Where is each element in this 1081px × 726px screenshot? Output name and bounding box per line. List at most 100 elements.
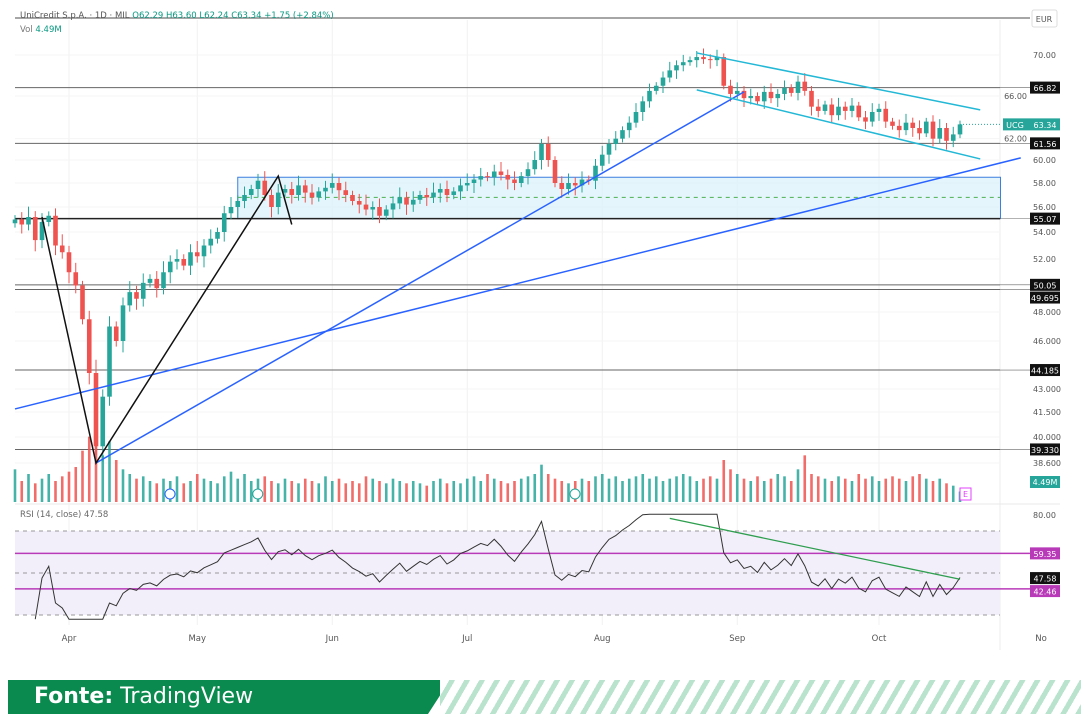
volume-bar (330, 481, 334, 502)
candle-body (19, 219, 25, 225)
candle-body (86, 319, 92, 373)
event-marker (164, 488, 176, 500)
volume-bar (74, 467, 78, 502)
rsi-value: 47.58 (83, 510, 109, 520)
volume-bar (263, 476, 267, 502)
volume-bar (931, 481, 935, 502)
volume-bar (236, 478, 240, 502)
volume-bar (148, 481, 152, 502)
volume-bar (357, 483, 361, 502)
candle-body (350, 195, 355, 201)
volume-bar (405, 483, 408, 502)
candle-body (741, 90, 747, 99)
volume-bar (162, 478, 165, 502)
candle-body (714, 57, 720, 61)
candle-body (167, 261, 173, 273)
candle-body (66, 252, 72, 273)
volume-bar (769, 478, 773, 502)
candle-body (269, 195, 274, 207)
volume-bar (438, 478, 442, 502)
rsi-value-label: 47.58 (1034, 575, 1057, 584)
candle-body (694, 57, 700, 61)
candle-body (46, 215, 52, 222)
volume-bar (249, 481, 253, 502)
candle-body (127, 292, 133, 306)
volume-label: Vol (20, 25, 33, 35)
volume-bar (810, 474, 813, 502)
volume-bar (310, 481, 314, 502)
event-marker (252, 488, 264, 500)
volume-bar (398, 481, 402, 502)
level-price-label: 39.330 (1031, 446, 1059, 455)
volume-value: 4.49M (35, 25, 62, 35)
rsi-band-label: 59.35 (1034, 550, 1057, 559)
volume-bar (803, 455, 807, 502)
candle-body (228, 207, 234, 214)
candle-body (282, 189, 288, 193)
candle-body (512, 179, 517, 183)
candle-body (667, 70, 673, 78)
candle-body (707, 59, 713, 61)
volume-bar (155, 483, 159, 502)
candle-body (343, 190, 349, 195)
x-tick-label: No (1035, 634, 1047, 644)
candle-body (842, 106, 848, 111)
candle-body (539, 144, 544, 160)
volume-bar (114, 460, 118, 502)
candle-body (721, 57, 727, 86)
candle-body (424, 195, 430, 198)
volume-bar (411, 481, 415, 502)
channel-top-line (696, 52, 981, 111)
volume-bar (243, 474, 246, 502)
volume-bar (425, 485, 429, 502)
candle-body (464, 183, 470, 186)
y-tick-label: 60.00 (1033, 156, 1056, 165)
rsi-line (34, 513, 961, 620)
candle-body (309, 192, 315, 198)
volume-bar (877, 481, 881, 502)
volume-bar (546, 474, 550, 502)
volume-bar (141, 476, 145, 502)
volume-bar (789, 481, 793, 502)
candle-body (73, 272, 79, 286)
candle-body (471, 179, 477, 183)
candle-body (883, 108, 889, 122)
volume-bar (938, 478, 942, 502)
candle-body (761, 91, 767, 102)
candle-body (815, 106, 821, 111)
decorative-stripes (440, 680, 1081, 714)
channel-bottom-line (696, 89, 981, 160)
candle-body (775, 93, 781, 99)
volume-bar (270, 481, 273, 502)
candle-body (876, 108, 882, 112)
y-tick-label: 56.00 (1033, 203, 1056, 212)
candle-body (397, 197, 403, 204)
candle-body (917, 128, 922, 134)
volume-bar (27, 474, 30, 502)
volume-bar (729, 469, 732, 502)
candle-body (255, 180, 261, 189)
candle-body (370, 207, 376, 210)
candle-body (755, 96, 760, 102)
volume-bar (526, 476, 530, 502)
volume-bar (756, 476, 759, 502)
candle-body (525, 169, 531, 177)
level-price-label: 66.82 (1034, 84, 1057, 93)
volume-bar (492, 478, 496, 502)
volume-bar (540, 464, 543, 502)
high-value: H63.60 (165, 11, 197, 21)
x-tick-label: Jun (325, 634, 339, 644)
candle-body (437, 189, 443, 193)
volume-bar (594, 476, 597, 502)
change-value: +1.75 (+2.84%) (264, 11, 334, 21)
candle-body (417, 195, 423, 200)
volume-bar (553, 478, 557, 502)
candle-body (728, 85, 733, 94)
source-banner: Fonte: TradingView (8, 680, 450, 714)
volume-bar (816, 476, 820, 502)
volume-tag-label: 4.49M (1033, 478, 1058, 487)
volume-bar (567, 483, 570, 502)
volume-bar (303, 478, 307, 502)
volume-bar (371, 478, 375, 502)
